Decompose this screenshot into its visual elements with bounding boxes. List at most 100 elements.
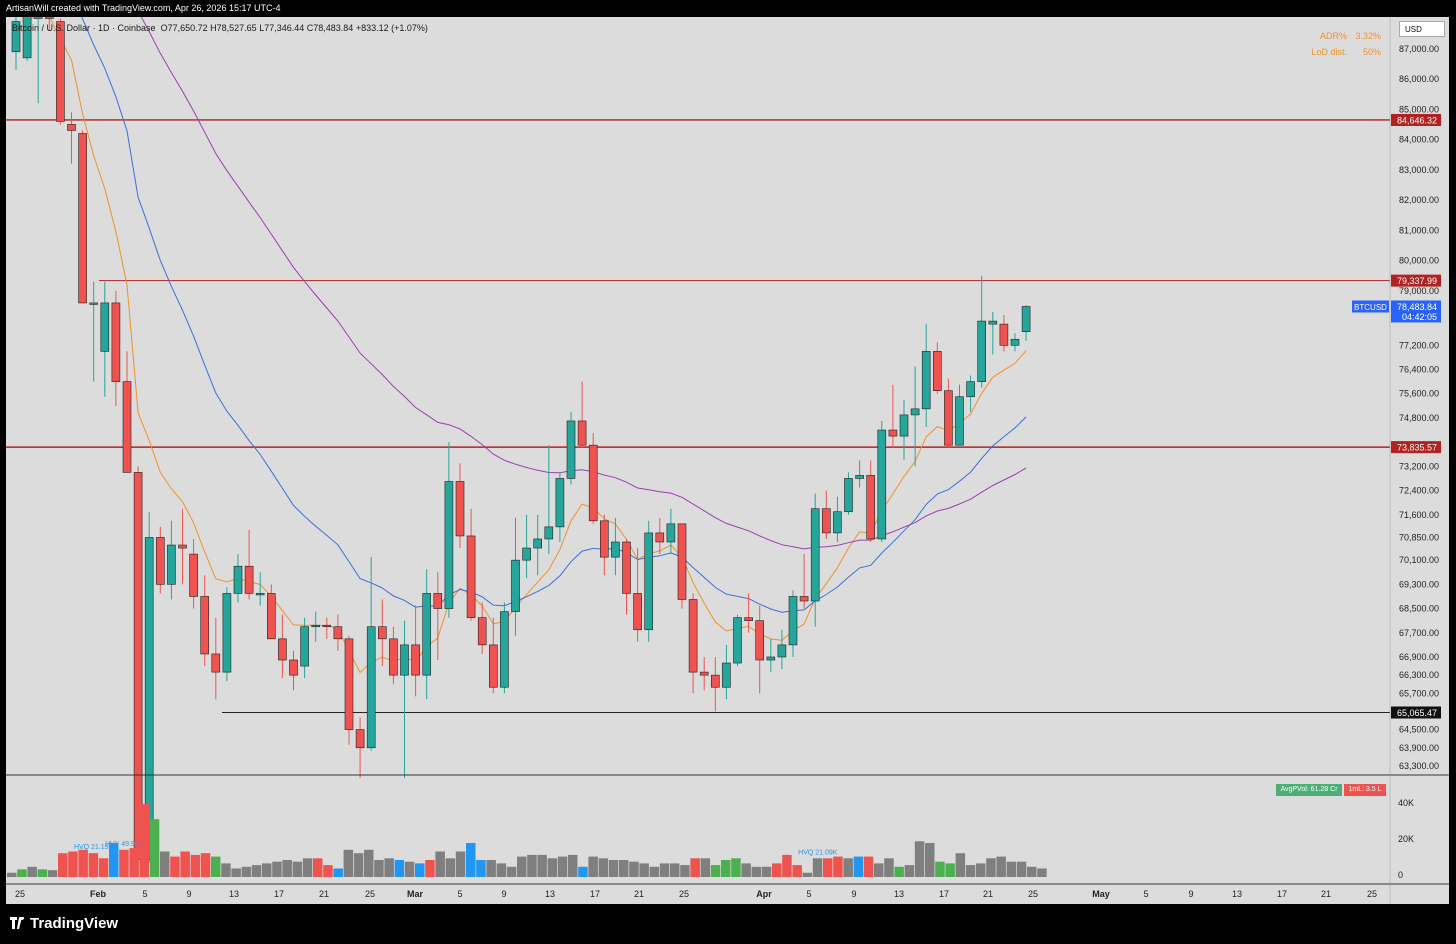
candle bbox=[844, 472, 853, 515]
volume-bar bbox=[710, 865, 721, 877]
volume-bar bbox=[925, 842, 935, 877]
volume-bar bbox=[455, 851, 466, 877]
candle-body bbox=[11, 21, 21, 53]
candle-body bbox=[699, 671, 709, 676]
volume-bar bbox=[47, 870, 58, 877]
candle bbox=[122, 351, 132, 473]
candle-body bbox=[167, 544, 176, 585]
volume-bar bbox=[761, 866, 772, 877]
volume-bar bbox=[27, 866, 37, 877]
candle bbox=[422, 569, 432, 700]
volume-bar bbox=[190, 854, 201, 877]
candle-body bbox=[533, 538, 543, 549]
footer-bar: TradingView bbox=[0, 904, 1456, 944]
date-tick-label: Apr bbox=[756, 889, 772, 899]
volume-bar bbox=[772, 863, 782, 877]
candle bbox=[977, 275, 987, 388]
candle bbox=[144, 511, 154, 863]
candle bbox=[311, 611, 321, 642]
currency-selector[interactable]: USD bbox=[1399, 21, 1445, 37]
candle-body bbox=[888, 429, 898, 437]
volume-bar bbox=[98, 858, 109, 877]
price-tick-label: 72,400.00 bbox=[1399, 486, 1439, 496]
lod-value: 50% bbox=[1362, 47, 1381, 57]
candle-body bbox=[144, 537, 154, 861]
date-tick-label: 5 bbox=[457, 889, 462, 899]
candle bbox=[966, 375, 975, 412]
volume-bar bbox=[904, 865, 915, 877]
candle bbox=[699, 656, 709, 691]
price-tick-label: 68,500.00 bbox=[1399, 604, 1439, 614]
volume-bar bbox=[211, 856, 221, 877]
candle bbox=[744, 593, 753, 633]
candle bbox=[633, 548, 642, 642]
volume-bar bbox=[741, 863, 751, 877]
candle-body bbox=[877, 429, 887, 540]
volume-bar bbox=[425, 859, 435, 877]
price-tick-label: 74,800.00 bbox=[1399, 413, 1439, 423]
price-level-tag-text: 73,835.57 bbox=[1397, 443, 1437, 453]
candle-body bbox=[622, 541, 631, 594]
date-tick-label: 5 bbox=[142, 889, 147, 899]
volume-bar bbox=[700, 858, 711, 877]
candle bbox=[944, 378, 953, 449]
candle-body bbox=[89, 302, 98, 305]
candle-body bbox=[244, 565, 254, 594]
volume-bar bbox=[109, 842, 119, 877]
candle-body bbox=[444, 481, 454, 609]
chart-frame[interactable]: HVY 49.97K HVQ 21.19K HVQ 21.09K 87,000.00… bbox=[6, 17, 1449, 904]
volume-bar bbox=[670, 863, 680, 877]
date-tick-label: 9 bbox=[501, 889, 506, 899]
price-tick-label: 83,000.00 bbox=[1399, 165, 1439, 175]
candle-body bbox=[156, 537, 165, 585]
volume-bar bbox=[731, 858, 741, 877]
candle bbox=[622, 538, 631, 615]
price-tick-label: 81,000.00 bbox=[1399, 225, 1439, 235]
volume-bar bbox=[7, 872, 17, 877]
volume-bar bbox=[853, 856, 864, 877]
price-levels bbox=[6, 119, 1390, 713]
date-tick-label: 13 bbox=[1232, 889, 1242, 899]
date-tick-label: 9 bbox=[851, 889, 856, 899]
candle-body bbox=[810, 508, 820, 602]
volume-bar bbox=[578, 866, 588, 877]
candle-body bbox=[78, 133, 87, 304]
volume-bar bbox=[231, 868, 241, 877]
candle-body bbox=[766, 656, 776, 661]
volume-bar bbox=[517, 856, 527, 877]
date-tick-label: 17 bbox=[939, 889, 949, 899]
price-tick-label: 69,300.00 bbox=[1399, 579, 1439, 589]
tradingview-logo[interactable]: TradingView bbox=[10, 915, 118, 932]
candle bbox=[244, 529, 254, 600]
price-tick-label: 85,000.00 bbox=[1399, 104, 1439, 114]
candle-body bbox=[977, 320, 987, 382]
candle bbox=[255, 572, 265, 606]
price-tick-label: 82,000.00 bbox=[1399, 195, 1439, 205]
change-value: +833.12 (+1.07%) bbox=[355, 23, 428, 33]
candle-body bbox=[322, 624, 332, 628]
volume-bar bbox=[1027, 866, 1037, 877]
candle bbox=[777, 629, 787, 670]
volume-bar bbox=[659, 863, 670, 877]
lod-label: LoD dist. bbox=[1311, 47, 1347, 57]
candle-body bbox=[910, 408, 920, 416]
candle bbox=[211, 617, 221, 700]
candle-body bbox=[844, 478, 853, 513]
symbol-name: Bitcoin / U.S. Dollar · 1D · Coinbase bbox=[12, 23, 156, 33]
ml-badge: 1mL: 3.5 L bbox=[1344, 784, 1386, 796]
price-tick-label: 66,300.00 bbox=[1399, 670, 1439, 680]
volume-bar bbox=[894, 866, 904, 877]
candle-body bbox=[100, 302, 110, 352]
candle bbox=[100, 281, 110, 397]
volume-bar bbox=[608, 859, 619, 877]
symbol-legend[interactable]: Bitcoin / U.S. Dollar · 1D · Coinbase O7… bbox=[12, 23, 428, 33]
candle-body bbox=[455, 481, 465, 537]
credit-text: ArtisanWill created with TradingView.com… bbox=[6, 3, 281, 13]
candle-body bbox=[677, 523, 687, 600]
volume-bar bbox=[588, 856, 598, 877]
candle bbox=[921, 324, 931, 428]
candle bbox=[178, 508, 187, 585]
volume-bar bbox=[751, 866, 762, 877]
price-tick-label: 66,900.00 bbox=[1399, 652, 1439, 662]
